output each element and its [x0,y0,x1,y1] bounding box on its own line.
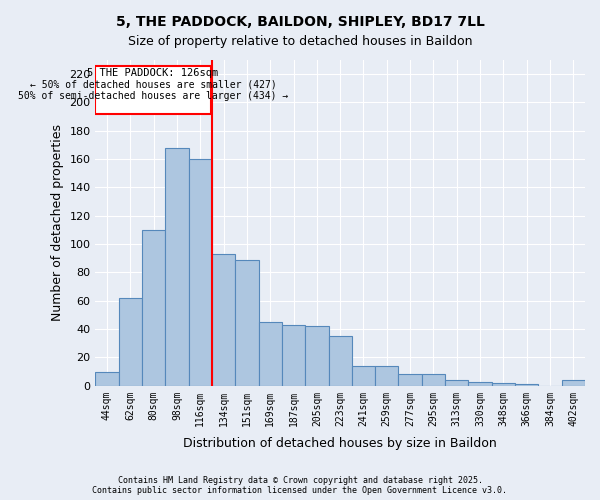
Bar [329,336,352,386]
Bar [282,325,305,386]
X-axis label: Distribution of detached houses by size in Baildon: Distribution of detached houses by size … [183,437,497,450]
Bar [188,159,212,386]
Text: Contains HM Land Registry data © Crown copyright and database right 2025.
Contai: Contains HM Land Registry data © Crown c… [92,476,508,495]
Text: 50% of semi-detached houses are larger (434) →: 50% of semi-detached houses are larger (… [18,91,288,101]
Bar [352,366,375,386]
Bar [375,366,398,386]
Bar [515,384,538,386]
FancyBboxPatch shape [95,66,211,114]
Y-axis label: Number of detached properties: Number of detached properties [50,124,64,322]
Bar [259,322,282,386]
Bar [165,148,188,386]
Bar [119,298,142,386]
Text: ← 50% of detached houses are smaller (427): ← 50% of detached houses are smaller (42… [29,80,277,90]
Bar [422,374,445,386]
Bar [562,380,585,386]
Bar [305,326,329,386]
Bar [212,254,235,386]
Bar [142,230,165,386]
Bar [235,260,259,386]
Bar [398,374,422,386]
Text: 5 THE PADDOCK: 126sqm: 5 THE PADDOCK: 126sqm [88,68,218,78]
Bar [95,372,119,386]
Bar [445,380,469,386]
Bar [469,382,492,386]
Bar [492,383,515,386]
Text: 5, THE PADDOCK, BAILDON, SHIPLEY, BD17 7LL: 5, THE PADDOCK, BAILDON, SHIPLEY, BD17 7… [116,15,484,29]
Text: Size of property relative to detached houses in Baildon: Size of property relative to detached ho… [128,35,472,48]
